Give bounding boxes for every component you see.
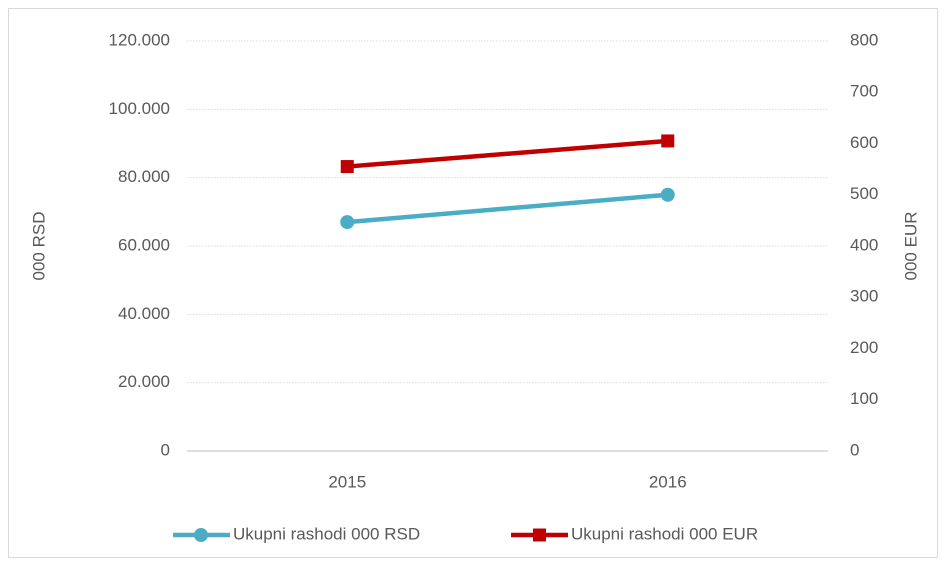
y2-tick-label: 200 (850, 338, 878, 357)
series-line (347, 192, 668, 225)
chart-border (8, 8, 938, 558)
y-tick-label: 80.000 (118, 167, 170, 186)
y2-tick-label: 400 (850, 235, 878, 254)
y2-axis-label: 000 EUR (901, 212, 920, 281)
series-line (347, 138, 668, 169)
y2-tick-label: 700 (850, 82, 878, 101)
y2-tick-label: 600 (850, 133, 878, 152)
y-tick-label: 40.000 (118, 304, 170, 323)
y-tick-label: 0 (161, 440, 170, 459)
y2-tick-label: 300 (850, 287, 878, 306)
legend-label: Ukupni rashodi 000 RSD (233, 524, 420, 543)
y-axis-label: 000 RSD (29, 212, 48, 281)
point-marker (340, 215, 355, 230)
y2-tick-label: 800 (850, 30, 878, 49)
y-tick-label: 20.000 (118, 372, 170, 391)
point-marker (340, 160, 354, 174)
y-tick-label: 100.000 (109, 99, 170, 118)
y2-tick-label: 0 (850, 440, 859, 459)
y2-tick-label: 500 (850, 184, 878, 203)
y-tick-label: 120.000 (109, 30, 170, 49)
legend-marker (533, 528, 546, 542)
x-tick-label: 2015 (328, 472, 366, 491)
point-marker (661, 134, 675, 148)
legend-marker (194, 528, 208, 542)
point-marker (660, 187, 675, 202)
y2-tick-label: 100 (850, 389, 878, 408)
x-tick-label: 2016 (649, 472, 687, 491)
legend-label: Ukupni rashodi 000 EUR (571, 524, 758, 543)
y-tick-label: 60.000 (118, 235, 170, 254)
